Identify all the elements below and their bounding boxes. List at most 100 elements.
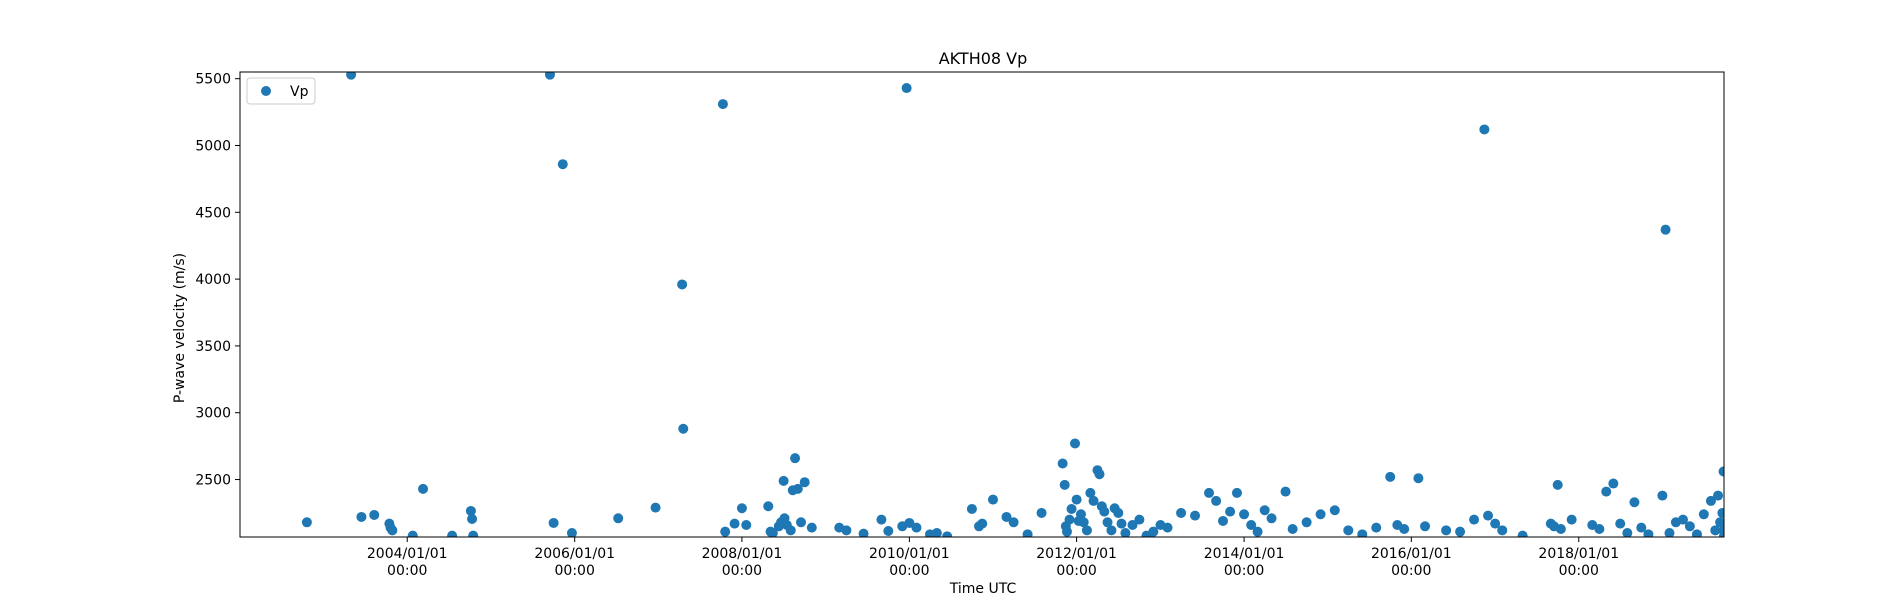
vp-point xyxy=(1106,525,1117,536)
vp-point xyxy=(1148,526,1159,537)
vp-point xyxy=(1036,507,1047,518)
vp-point xyxy=(736,503,747,514)
vp-point xyxy=(1315,509,1326,520)
vp-point xyxy=(1371,522,1382,533)
vp-point xyxy=(741,519,752,530)
vp-point xyxy=(796,517,807,528)
vp-point xyxy=(1357,529,1368,537)
x-tick-label-time: 00:00 xyxy=(889,563,929,579)
vp-point xyxy=(1252,526,1263,537)
legend-box xyxy=(246,77,316,105)
vp-point xyxy=(1116,518,1127,529)
vp-point xyxy=(1455,526,1466,537)
vp-point xyxy=(720,526,731,537)
vp-point xyxy=(1071,494,1082,505)
vp-point xyxy=(931,527,942,537)
vp-point xyxy=(418,483,429,494)
vp-point xyxy=(1280,486,1291,497)
legend: Vp xyxy=(246,77,316,105)
vp-point xyxy=(613,513,624,524)
vp-point xyxy=(1217,515,1228,526)
vp-point xyxy=(1081,525,1092,536)
vp-point xyxy=(1622,527,1633,537)
vp-point xyxy=(1710,525,1721,536)
vp-point xyxy=(1239,509,1250,520)
vp-point xyxy=(1469,514,1480,525)
vp-point xyxy=(1070,438,1081,449)
x-tick-label-time: 00:00 xyxy=(387,563,427,579)
x-tick-label-date: 2014/01/01 xyxy=(1204,546,1285,562)
vp-point xyxy=(1127,519,1138,530)
x-tick-label-date: 2016/01/01 xyxy=(1371,546,1452,562)
vp-point xyxy=(1717,507,1724,518)
y-tick-label: 2500 xyxy=(195,473,231,489)
vp-point xyxy=(1120,527,1131,537)
vp-point xyxy=(858,528,869,537)
vp-point xyxy=(1094,469,1105,480)
chart-title: AKTH08 Vp xyxy=(939,49,1028,68)
vp-point xyxy=(767,527,778,537)
vp-point xyxy=(778,475,789,486)
y-tick-label: 4000 xyxy=(195,272,231,288)
vp-point xyxy=(1608,478,1619,489)
vp-point xyxy=(763,501,774,512)
plot-frame xyxy=(239,71,1725,538)
vp-point xyxy=(1059,479,1070,490)
vp-point xyxy=(1698,509,1709,520)
vp-point xyxy=(1441,525,1452,536)
vp-point xyxy=(1718,466,1724,477)
vp-point xyxy=(1113,507,1124,518)
vp-point xyxy=(1064,514,1075,525)
vp-point xyxy=(883,525,894,536)
vp-point xyxy=(904,517,915,528)
vp-point xyxy=(1615,518,1626,529)
vp-point xyxy=(1399,523,1410,534)
legend-label-vp: Vp xyxy=(290,84,309,100)
vp-point xyxy=(447,530,458,537)
vp-point xyxy=(1643,529,1654,537)
vp-point xyxy=(790,453,801,464)
vp-point xyxy=(1008,517,1019,528)
vp-point xyxy=(1085,487,1096,498)
vp-point xyxy=(544,72,555,80)
x-tick-label-time: 00:00 xyxy=(1224,563,1264,579)
vp-point xyxy=(1329,505,1340,516)
y-tick-label: 5500 xyxy=(195,72,231,88)
vp-point xyxy=(1066,503,1077,514)
x-tick-label-date: 2012/01/01 xyxy=(1036,546,1117,562)
x-tick-label-time: 00:00 xyxy=(1391,563,1431,579)
vp-point xyxy=(1664,527,1675,537)
x-tick-label-time: 00:00 xyxy=(1056,563,1096,579)
vp-point xyxy=(1497,525,1508,536)
vp-point xyxy=(346,72,357,80)
vp-point xyxy=(1660,224,1671,235)
vp-point xyxy=(566,527,577,537)
x-tick-label-date: 2006/01/01 xyxy=(534,546,615,562)
vp-point xyxy=(1211,495,1222,506)
vp-point xyxy=(942,531,953,537)
vp-point xyxy=(1385,471,1396,482)
vp-point xyxy=(301,517,312,528)
vp-point xyxy=(1684,521,1695,532)
y-tick-label: 4500 xyxy=(195,205,231,221)
vp-point xyxy=(1057,458,1068,469)
legend-marker xyxy=(261,86,271,96)
vp-point xyxy=(1719,530,1724,537)
vp-point xyxy=(1705,495,1716,506)
vp-point xyxy=(1162,522,1173,533)
y-tick-label: 3500 xyxy=(195,339,231,355)
vp-point xyxy=(1517,530,1528,537)
vp-point xyxy=(369,509,380,520)
vp-point xyxy=(901,83,912,94)
vp-point xyxy=(468,530,479,537)
vp-point xyxy=(1420,521,1431,532)
vp-point xyxy=(729,518,740,529)
vp-point xyxy=(1088,495,1099,506)
vp-point xyxy=(1266,513,1277,524)
vp-point xyxy=(1629,497,1640,508)
vp-point xyxy=(785,525,796,536)
vp-point xyxy=(1483,510,1494,521)
vp-point xyxy=(1413,473,1424,484)
